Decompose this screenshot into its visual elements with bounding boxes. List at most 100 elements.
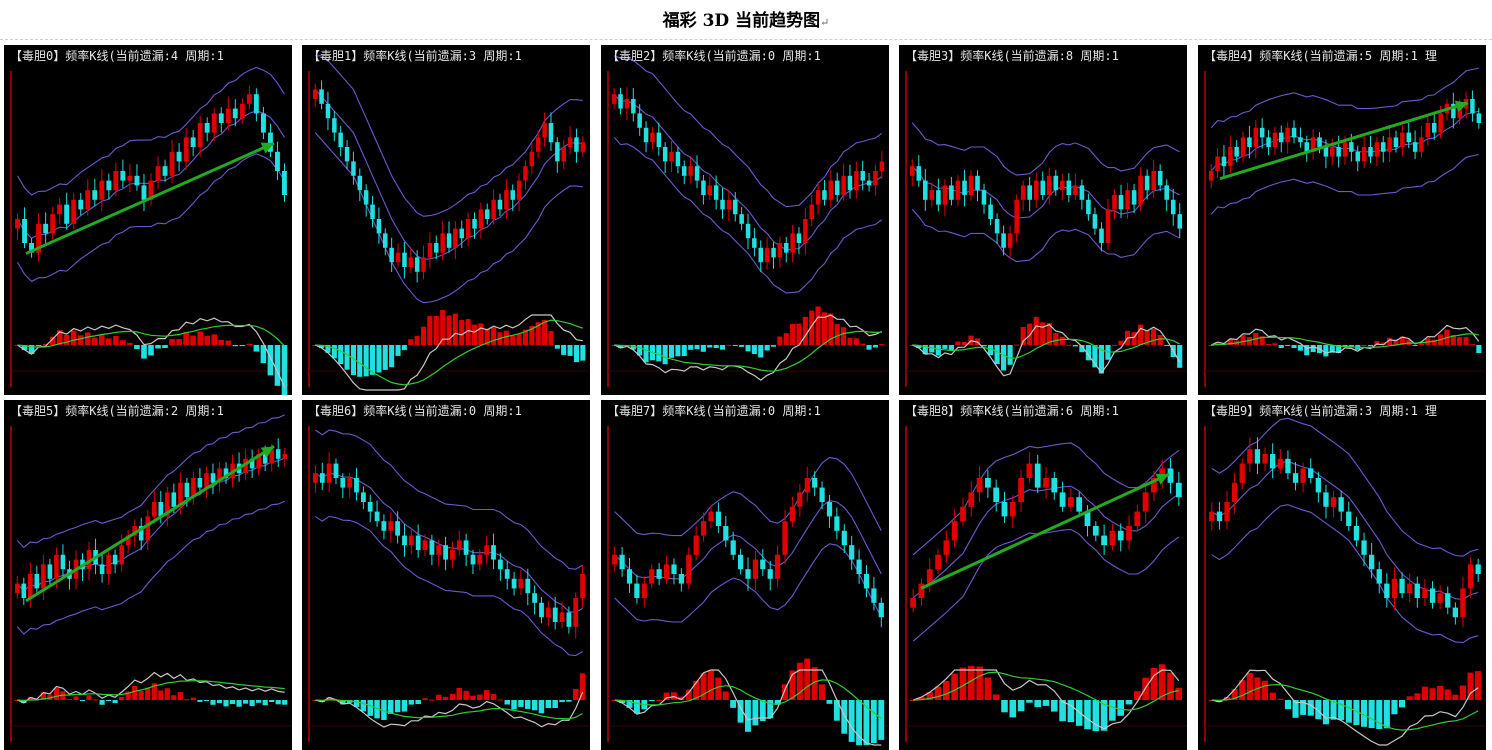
candle-body <box>1315 478 1321 493</box>
candle-body <box>1221 156 1227 167</box>
macd-bar <box>878 700 885 740</box>
macd-bar <box>1138 324 1144 345</box>
candle-body <box>363 190 369 205</box>
candle-body <box>106 554 111 574</box>
macd-bar <box>1215 341 1221 345</box>
candle-body <box>446 233 452 248</box>
band-line-1 <box>315 472 583 613</box>
macd-bar <box>456 688 462 700</box>
candle-body <box>470 554 476 565</box>
macd-bar <box>634 700 640 714</box>
candle-body <box>708 511 714 522</box>
macd-bar <box>789 670 796 700</box>
candle-body <box>21 583 27 598</box>
chart-svg-0 <box>10 66 292 395</box>
macd-slow-line <box>614 679 882 719</box>
macd-bar <box>267 345 274 376</box>
candle-body <box>1445 593 1451 608</box>
candle-body <box>389 247 394 263</box>
candle-body <box>935 554 941 570</box>
macd-bar <box>955 341 961 345</box>
macd-bar <box>421 326 427 345</box>
macd-bar <box>688 345 694 350</box>
macd-bar <box>66 699 72 700</box>
candle-body <box>1142 492 1149 512</box>
candle-body <box>511 578 517 589</box>
candle-body <box>1125 190 1130 210</box>
macd-bar <box>764 345 770 351</box>
candle-body <box>1272 132 1278 147</box>
macd-bar <box>236 700 242 707</box>
candle-body <box>745 569 751 579</box>
candle-body <box>269 449 274 464</box>
macd-bar <box>1001 345 1007 371</box>
macd-bar <box>1459 685 1466 700</box>
candle-body <box>190 137 196 147</box>
macd-bar <box>1117 700 1124 716</box>
macd-bar <box>1376 700 1383 729</box>
candle-body <box>1059 492 1066 507</box>
trend-arrow-head <box>1454 100 1468 113</box>
macd-bar <box>190 335 196 345</box>
band-line-0 <box>315 515 583 657</box>
macd-bar <box>376 345 382 373</box>
macd-bar <box>516 333 522 345</box>
macd-bar <box>770 345 776 347</box>
macd-bar <box>929 345 935 353</box>
macd-bar <box>1323 345 1329 357</box>
macd-bar <box>112 700 118 703</box>
macd-bar <box>934 686 942 700</box>
candle-body <box>812 478 818 488</box>
candle-body <box>1419 137 1424 152</box>
candle-body <box>841 175 846 195</box>
macd-bar <box>1399 700 1406 708</box>
candle-body <box>767 569 773 579</box>
macd-bar <box>848 700 855 742</box>
macd-bar <box>478 323 484 345</box>
macd-bar <box>408 700 415 705</box>
macd-bar <box>1307 700 1314 716</box>
candle-body <box>1167 468 1174 483</box>
candle-body <box>262 454 268 464</box>
macd-bar <box>1304 345 1310 356</box>
candle-body <box>78 199 84 210</box>
macd-bar <box>1059 700 1066 722</box>
macd-bar <box>968 665 975 700</box>
candle-body <box>926 569 933 584</box>
macd-bar <box>414 335 420 345</box>
macd-bar <box>573 688 579 700</box>
candle-body <box>1027 185 1032 200</box>
candle-body <box>1051 478 1058 493</box>
macd-bar <box>1034 700 1041 708</box>
macd-bar <box>433 316 439 345</box>
macd-bar <box>1098 345 1104 374</box>
candle-body <box>1330 147 1335 157</box>
candle-body <box>436 545 442 555</box>
macd-bar <box>922 345 928 355</box>
candle-body <box>1020 185 1026 200</box>
band-line-0 <box>911 209 1180 263</box>
macd-bar <box>1224 697 1231 700</box>
macd-bar <box>870 700 877 743</box>
candle-body <box>1151 478 1157 493</box>
candle-body <box>15 583 20 594</box>
macd-slow-line <box>913 671 1179 711</box>
candle-body <box>1239 463 1245 483</box>
candle-body <box>1323 147 1329 157</box>
candle-body <box>1361 540 1367 555</box>
candle-body <box>497 199 503 210</box>
macd-bar <box>529 325 535 345</box>
candle-body <box>1232 482 1238 502</box>
macd-bar <box>92 337 98 345</box>
macd-bar <box>1452 694 1459 700</box>
band-line-0 <box>912 528 1180 642</box>
band-line-2 <box>614 55 883 208</box>
candle-body <box>1451 103 1456 119</box>
macd-bar <box>183 332 189 345</box>
candle-body <box>962 180 967 195</box>
macd-bar <box>1042 700 1050 706</box>
macd-bar <box>459 320 465 345</box>
macd-bar <box>1469 344 1475 346</box>
candle-body <box>211 113 217 133</box>
macd-bar <box>942 345 948 349</box>
